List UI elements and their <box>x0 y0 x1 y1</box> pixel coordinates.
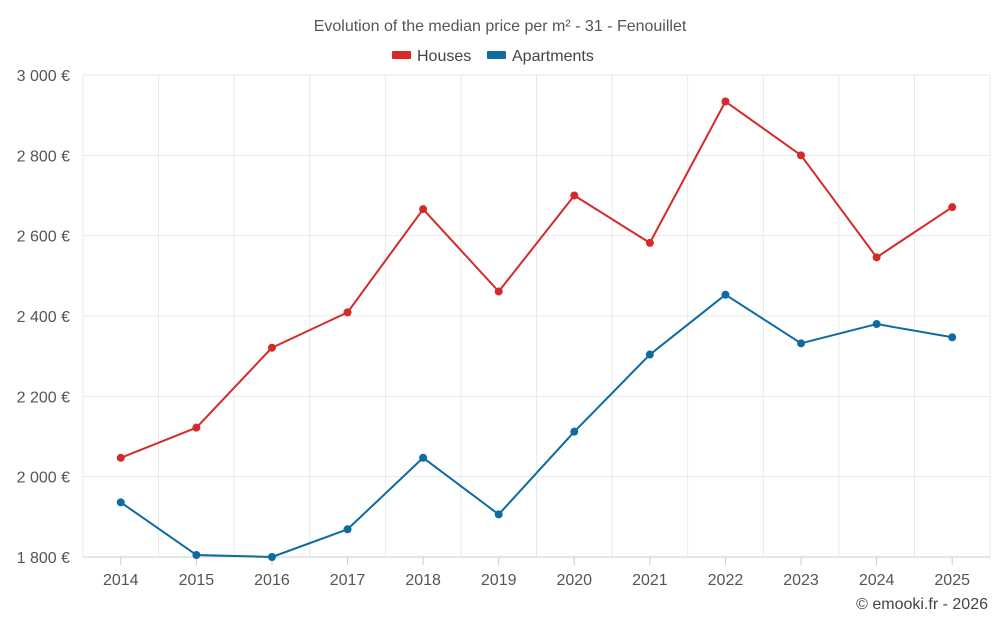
data-point-houses[interactable] <box>721 97 730 106</box>
data-point-houses[interactable] <box>797 151 806 160</box>
data-point-houses[interactable] <box>948 203 957 212</box>
x-tick-label: 2025 <box>934 572 970 589</box>
x-tick-label: 2019 <box>481 572 517 589</box>
legend-item-houses[interactable]: Houses <box>392 48 471 65</box>
legend-label-apartments: Apartments <box>512 48 594 65</box>
x-tick-label: 2021 <box>632 572 668 589</box>
data-point-houses[interactable] <box>267 343 276 352</box>
x-tick-label: 2017 <box>330 572 366 589</box>
x-tick-label: 2024 <box>859 572 895 589</box>
x-tick-label: 2018 <box>405 572 441 589</box>
y-tick-label: 1 800 € <box>17 550 70 567</box>
y-tick-label: 2 400 € <box>17 309 70 326</box>
credit-text: © emooki.fr - 2026 <box>856 596 988 613</box>
y-tick-label: 2 800 € <box>17 148 70 165</box>
data-point-apartments[interactable] <box>948 333 957 342</box>
x-tick-label: 2015 <box>179 572 215 589</box>
data-point-houses[interactable] <box>570 191 579 200</box>
data-point-apartments[interactable] <box>872 320 881 329</box>
data-point-apartments[interactable] <box>192 550 201 559</box>
legend-swatch-houses <box>392 51 411 59</box>
data-point-houses[interactable] <box>494 287 503 296</box>
data-point-apartments[interactable] <box>343 525 352 534</box>
data-point-houses[interactable] <box>192 423 201 432</box>
data-point-houses[interactable] <box>419 205 428 214</box>
data-point-apartments[interactable] <box>267 553 276 561</box>
series-line-houses <box>120 100 953 459</box>
y-tick-label: 2 600 € <box>17 229 70 246</box>
grid-lines <box>82 74 991 558</box>
legend-label-houses: Houses <box>417 48 471 65</box>
series-group <box>116 97 957 561</box>
data-point-apartments[interactable] <box>419 453 428 462</box>
x-tick-label: 2014 <box>103 572 139 589</box>
data-point-apartments[interactable] <box>570 427 579 436</box>
y-tick-label: 2 200 € <box>17 389 70 406</box>
data-point-apartments[interactable] <box>797 339 806 348</box>
data-point-apartments[interactable] <box>494 510 503 519</box>
data-point-apartments[interactable] <box>645 350 654 359</box>
data-point-houses[interactable] <box>872 253 881 262</box>
chart-title: Evolution of the median price per m² - 3… <box>314 18 687 35</box>
series-apartments <box>116 290 957 561</box>
data-point-houses[interactable] <box>116 453 125 462</box>
series-line-apartments <box>120 293 953 558</box>
y-tick-label: 3 000 € <box>17 68 70 85</box>
data-point-apartments[interactable] <box>721 290 730 299</box>
data-point-apartments[interactable] <box>116 498 125 507</box>
x-tick-label: 2022 <box>708 572 744 589</box>
x-tick-label: 2020 <box>556 572 592 589</box>
series-houses <box>116 97 957 462</box>
x-tick-label: 2016 <box>254 572 290 589</box>
data-point-houses[interactable] <box>343 308 352 317</box>
legend: Houses Apartments <box>392 48 594 65</box>
y-tick-label: 2 000 € <box>17 470 70 487</box>
legend-swatch-apartments <box>487 51 506 59</box>
data-point-houses[interactable] <box>645 238 654 247</box>
axes: 1 800 € 2 000 € 2 200 € 2 400 € 2 600 € 2 800… <box>17 68 990 589</box>
legend-item-apartments[interactable]: Apartments <box>487 48 594 65</box>
x-tick-label: 2023 <box>783 572 819 589</box>
